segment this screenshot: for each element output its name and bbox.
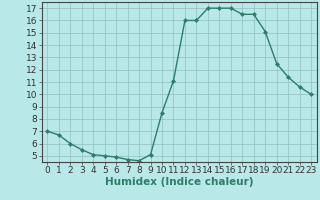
X-axis label: Humidex (Indice chaleur): Humidex (Indice chaleur) bbox=[105, 177, 253, 187]
